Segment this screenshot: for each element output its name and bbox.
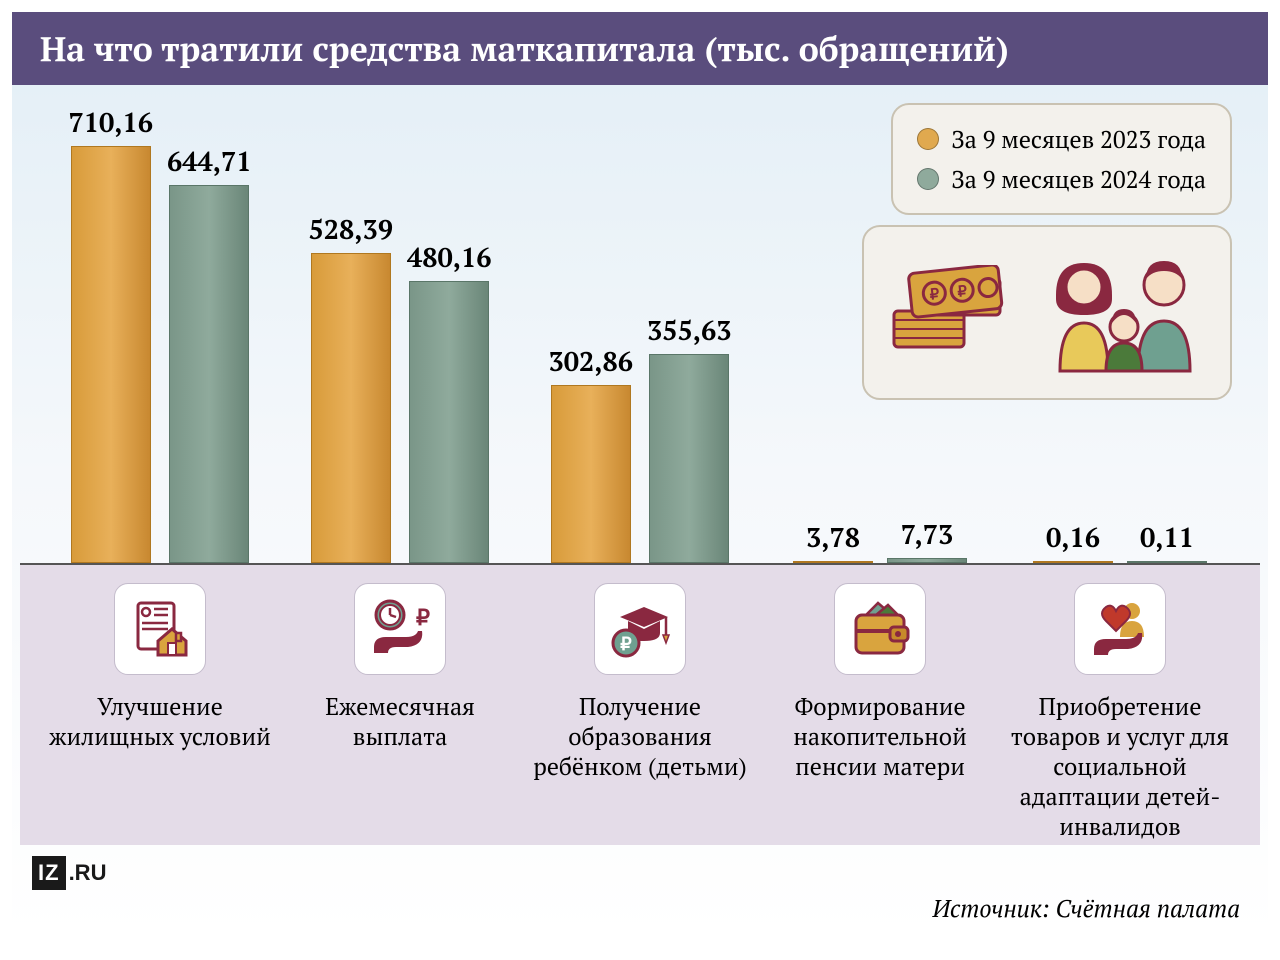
graduation-ruble-icon: ₽: [594, 583, 686, 675]
legend-swatch-2023-icon: [917, 128, 939, 150]
bar: [1033, 561, 1113, 563]
bar-value-label: 7,73: [901, 516, 954, 552]
bar-group: 528,39 480,16: [280, 211, 520, 563]
bar-group: 302,86 355,63: [520, 312, 760, 563]
category: Формирование накопительной пенсии матери: [760, 565, 1000, 845]
bar-value-label: 0,16: [1046, 519, 1100, 555]
bar: [1127, 561, 1207, 563]
bar: [71, 146, 151, 563]
logo-suffix: .RU: [69, 860, 107, 886]
legend-label-2023: За 9 месяцев 2023 года: [951, 123, 1206, 155]
bar-value-label: 3,78: [806, 519, 860, 555]
category-label: Улучшение жилищных условий: [48, 691, 272, 751]
legend: За 9 месяцев 2023 года За 9 месяцев 2024…: [891, 103, 1232, 215]
category: Приобретение товаров и услуг для социаль…: [1000, 565, 1240, 845]
bar: [887, 558, 967, 563]
bar: [169, 185, 249, 563]
category-label: Приобретение товаров и услуг для социаль…: [1008, 691, 1232, 841]
legend-label-2024: За 9 месяцев 2024 года: [951, 163, 1206, 195]
clock-hand-ruble-icon: ₽: [354, 583, 446, 675]
title-bar: На что тратили средства маткапитала (тыс…: [12, 12, 1268, 85]
category-label: Ежемесячная выплата: [288, 691, 512, 751]
legend-swatch-2024-icon: [917, 168, 939, 190]
category: ₽ Ежемесячная выплата: [280, 565, 520, 845]
bar-wrap: 528,39: [308, 211, 393, 563]
infographic-container: На что тратили средства маткапитала (тыс…: [12, 12, 1268, 936]
illustration-box: ₽ ₽: [862, 225, 1232, 400]
bar: [409, 281, 489, 563]
bar: [311, 253, 391, 563]
bar-wrap: 302,86: [548, 343, 633, 563]
bar-wrap: 0,11: [1127, 519, 1207, 563]
legend-item-2023: За 9 месяцев 2023 года: [917, 119, 1206, 159]
logo-box: IZ: [32, 856, 66, 890]
source-logo: IZ .RU: [32, 856, 106, 890]
source-text: Источник: Счётная палата: [932, 892, 1240, 924]
bar-wrap: 7,73: [887, 516, 967, 563]
bar: [551, 385, 631, 563]
bar-wrap: 644,71: [167, 143, 252, 563]
bar-wrap: 0,16: [1033, 519, 1113, 563]
bar-group: 3,78 7,73: [760, 516, 1000, 563]
bar-value-label: 355,63: [647, 312, 732, 348]
bar-value-label: 480,16: [407, 239, 492, 275]
chart-title: На что тратили средства маткапитала (тыс…: [40, 26, 1009, 71]
house-doc-icon: [114, 583, 206, 675]
heart-hand-icon: [1074, 583, 1166, 675]
legend-item-2024: За 9 месяцев 2024 года: [917, 159, 1206, 199]
category-label: Получение образования ребёнком (детьми): [528, 691, 752, 781]
family-icon: [1036, 245, 1206, 380]
money-stack-icon: ₽ ₽: [888, 265, 1008, 360]
bar-wrap: 3,78: [793, 519, 873, 563]
wallet-icon: [834, 583, 926, 675]
bar-value-label: 644,71: [167, 143, 252, 179]
category: Улучшение жилищных условий: [40, 565, 280, 845]
bar-value-label: 0,11: [1140, 519, 1194, 555]
svg-text:₽: ₽: [620, 634, 632, 654]
bar-wrap: 710,16: [68, 104, 153, 563]
bar-value-label: 528,39: [308, 211, 393, 247]
category: ₽ Получение образования ребёнком (детьми…: [520, 565, 760, 845]
bar-value-label: 302,86: [548, 343, 633, 379]
svg-text:₽: ₽: [416, 605, 430, 630]
bar-wrap: 355,63: [647, 312, 732, 563]
category-row: Улучшение жилищных условий ₽ Ежемесячная…: [20, 565, 1260, 845]
bar-group: 710,16 644,71: [40, 104, 280, 563]
bar-value-label: 710,16: [68, 104, 153, 140]
bar: [793, 561, 873, 563]
bar-wrap: 480,16: [407, 239, 492, 563]
bar: [649, 354, 729, 563]
bar-group: 0,16 0,11: [1000, 519, 1240, 563]
category-label: Формирование накопительной пенсии матери: [768, 691, 992, 781]
chart-area: За 9 месяцев 2023 года За 9 месяцев 2024…: [20, 85, 1260, 565]
